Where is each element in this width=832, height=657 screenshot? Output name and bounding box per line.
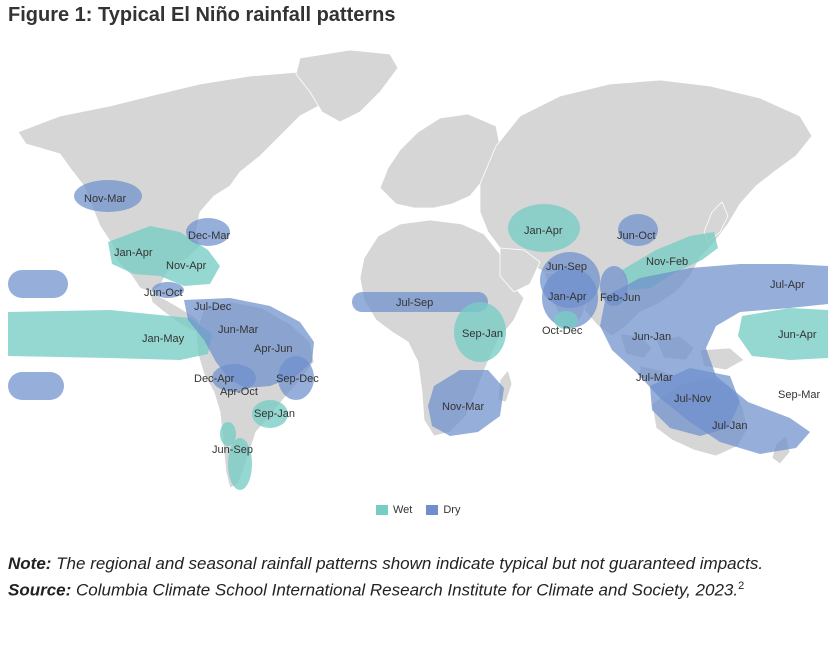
label-jul-jan: Jul-Jan — [712, 420, 747, 432]
wet-swatch — [376, 505, 388, 515]
label-jun-sep-india: Jun-Sep — [546, 261, 587, 273]
label-jun-mar: Jun-Mar — [218, 324, 259, 336]
label-apr-jun: Apr-Jun — [254, 343, 293, 355]
label-jun-jan: Jun-Jan — [632, 331, 671, 343]
note-text: The regional and seasonal rainfall patte… — [51, 554, 764, 573]
label-jun-oct-central-america: Jun-Oct — [144, 287, 183, 299]
region-jan-apr-central-asia — [508, 204, 580, 252]
map-legend: Wet Dry — [376, 504, 460, 516]
region-oct-dec — [554, 311, 578, 329]
region-dec-mar — [186, 218, 230, 246]
label-jan-apr-central-asia: Jan-Apr — [524, 225, 563, 237]
map-canvas: Nov-Mar Dec-Mar Jan-Apr Nov-Apr Jun-Oct … — [8, 49, 828, 490]
region-west-pacific-dry — [600, 264, 828, 454]
label-jun-apr: Jun-Apr — [778, 329, 817, 341]
label-jun-oct-china: Jun-Oct — [617, 230, 656, 242]
region-nov-feb — [622, 232, 718, 290]
region-jan-may — [8, 310, 212, 360]
label-sep-dec: Sep-Dec — [276, 373, 319, 385]
world-map: Nov-Mar Dec-Mar Jan-Apr Nov-Apr Jun-Oct … — [0, 36, 832, 546]
label-jan-apr-india: Jan-Apr — [548, 291, 587, 303]
source-footnote: 2 — [738, 580, 745, 592]
label-nov-feb: Nov-Feb — [646, 256, 688, 268]
label-jan-may: Jan-May — [142, 333, 185, 345]
region-jun-apr — [738, 308, 828, 360]
label-oct-dec: Oct-Dec — [542, 325, 583, 337]
label-sep-jan-sa: Sep-Jan — [254, 408, 295, 420]
label-apr-oct: Apr-Oct — [220, 386, 258, 398]
region-labels: Nov-Mar Dec-Mar Jan-Apr Nov-Apr Jun-Oct … — [84, 193, 821, 456]
label-jan-apr-usa: Jan-Apr — [114, 247, 153, 259]
source-text: Columbia Climate School International Re… — [71, 580, 739, 600]
label-jul-mar: Jul-Mar — [636, 372, 673, 384]
land-greenland — [295, 49, 399, 123]
label-nov-apr: Nov-Apr — [166, 260, 207, 272]
label-jul-nov: Jul-Nov — [674, 393, 712, 405]
label-jun-sep-chile: Jun-Sep — [212, 444, 253, 456]
source-paragraph: Source: Columbia Climate School Internat… — [8, 575, 824, 602]
legend-item-wet: Wet — [376, 504, 412, 516]
label-nov-mar-africa: Nov-Mar — [442, 401, 485, 413]
label-jul-sep: Jul-Sep — [396, 297, 433, 309]
legend-wet-label: Wet — [393, 504, 413, 516]
region-dec-apr — [212, 364, 256, 392]
figure-title: Figure 1: Typical El Niño rainfall patte… — [8, 4, 396, 26]
legend-dry-label: Dry — [443, 504, 461, 516]
label-sep-mar: Sep-Mar — [778, 389, 821, 401]
note-paragraph: Note: The regional and seasonal rainfall… — [8, 553, 824, 575]
dry-swatch — [426, 505, 439, 515]
region-sep-jan-africa — [454, 302, 506, 362]
label-dec-apr: Dec-Apr — [194, 373, 235, 385]
label-jul-apr: Jul-Apr — [770, 279, 805, 291]
region-jan-apr-india — [542, 268, 598, 328]
region-jun-sep-chile — [228, 438, 252, 490]
region-pacific-dry-north — [8, 270, 68, 298]
label-dec-mar: Dec-Mar — [188, 230, 231, 242]
rainfall-regions — [8, 180, 828, 490]
figure-notes: Note: The regional and seasonal rainfall… — [8, 553, 824, 602]
region-sep-dec — [278, 356, 314, 400]
region-nov-mar-africa — [428, 370, 504, 436]
label-nov-mar-alaska: Nov-Mar — [84, 193, 127, 205]
region-nov-mar-alaska — [74, 180, 142, 212]
label-jul-dec: Jul-Dec — [194, 301, 232, 313]
region-pacific-dry-south — [8, 372, 64, 400]
legend-item-dry: Dry — [426, 504, 460, 516]
source-label: Source: — [8, 580, 72, 600]
label-sep-jan-africa: Sep-Jan — [462, 328, 503, 340]
region-jun-oct-central-america — [152, 282, 184, 298]
region-jun-sep-chile-north — [220, 422, 236, 446]
region-jun-oct-china — [618, 214, 658, 246]
region-jul-sep — [352, 292, 488, 312]
note-label: Note: — [8, 554, 52, 573]
land-japan — [703, 201, 729, 243]
label-feb-jun: Feb-Jun — [600, 292, 640, 304]
region-jul-nov — [650, 368, 740, 436]
region-sep-jan-sa — [252, 400, 288, 428]
